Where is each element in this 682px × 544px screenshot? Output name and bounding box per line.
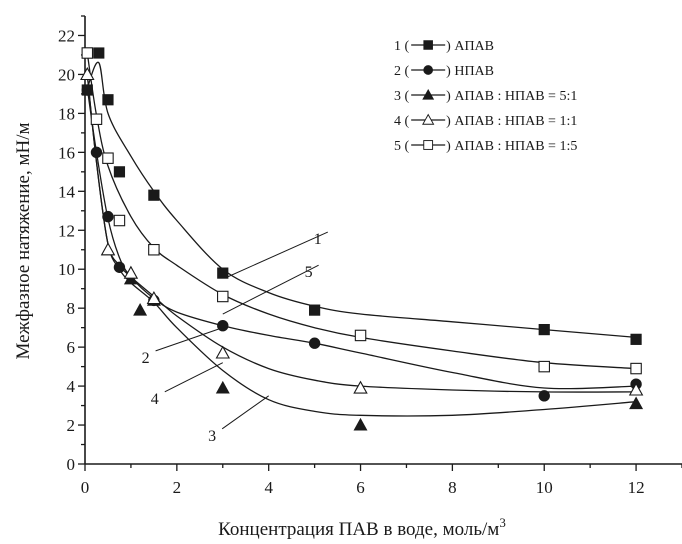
series-5-point bbox=[630, 362, 642, 375]
series-2-curve bbox=[86, 88, 637, 390]
series-1-point bbox=[538, 323, 550, 336]
curve-label-leader bbox=[221, 395, 269, 430]
y-tick-label: 12 bbox=[58, 221, 75, 240]
annotations: 15 2 4 3 bbox=[142, 231, 329, 445]
legend-series-5-label: ) АПАВ : НПАВ = 1:5 bbox=[446, 139, 577, 154]
series-2-point bbox=[90, 146, 103, 159]
series-1-point bbox=[630, 333, 642, 345]
x-axis-title-superscript: 3 bbox=[499, 515, 506, 530]
y-tick-label: 14 bbox=[58, 182, 76, 201]
series-5-point bbox=[113, 214, 126, 227]
legend-series-4-prefix: 4 ( bbox=[394, 114, 410, 129]
legend: 1 ( ) АПАВ 2 ( ) НПАВ 3 ( ) АПАВ : НПАВ = 5:1… bbox=[394, 39, 577, 154]
curve-label: 1 bbox=[314, 231, 322, 248]
y-axis-title: Межфазное натяжение, мН/м bbox=[13, 122, 34, 359]
series-3-point bbox=[629, 396, 644, 410]
series-4-point bbox=[100, 242, 116, 256]
markers bbox=[80, 47, 644, 431]
curve-label-leader bbox=[227, 231, 329, 278]
series-3-point bbox=[215, 380, 230, 394]
series-5-point bbox=[102, 152, 114, 164]
series-5-point bbox=[148, 243, 160, 256]
legend-series-3-marker bbox=[422, 88, 435, 100]
curves bbox=[86, 52, 637, 417]
x-tick-label: 0 bbox=[81, 478, 90, 497]
x-tick-label: 8 bbox=[448, 478, 457, 497]
curve-label-leader bbox=[155, 327, 223, 352]
y-tick-label: 6 bbox=[67, 338, 76, 357]
legend-series-1-label: ) АПАВ bbox=[446, 39, 494, 54]
legend-series-1-marker bbox=[423, 40, 433, 50]
series-1-point bbox=[93, 47, 105, 59]
series-2-point bbox=[538, 390, 550, 402]
x-tick-label: 2 bbox=[173, 478, 182, 497]
series-1-point bbox=[113, 166, 126, 178]
series-4-point bbox=[80, 66, 95, 81]
y-tick-label: 22 bbox=[58, 26, 75, 45]
curve-label: 2 bbox=[142, 350, 150, 367]
legend-series-1-prefix: 1 ( bbox=[394, 39, 410, 54]
series-5-curve bbox=[86, 52, 637, 370]
x-tick-label: 10 bbox=[536, 478, 553, 497]
series-4-point bbox=[353, 380, 368, 394]
y-tick-label: 0 bbox=[67, 455, 76, 474]
y-tick-label: 10 bbox=[58, 260, 75, 279]
y-tick-label: 4 bbox=[67, 377, 76, 396]
legend-series-5-prefix: 5 ( bbox=[394, 139, 410, 154]
series-4-point bbox=[123, 265, 139, 279]
legend-series-2-label: ) НПАВ bbox=[446, 64, 494, 79]
series-3-point bbox=[133, 302, 148, 316]
series-5-point bbox=[217, 290, 229, 303]
series-3-point bbox=[353, 417, 368, 431]
legend-series-2-marker bbox=[423, 65, 434, 75]
series-5-point bbox=[81, 47, 94, 59]
y-tick-label: 8 bbox=[67, 299, 76, 318]
legend-series-4-label: ) АПАВ : НПАВ = 1:1 bbox=[446, 114, 577, 129]
series-2-point bbox=[308, 337, 321, 349]
series-4-point bbox=[215, 345, 231, 359]
legend-series-2-prefix: 2 ( bbox=[394, 64, 410, 79]
series-5-point bbox=[538, 360, 550, 373]
curve-label: 4 bbox=[151, 391, 159, 408]
series-1-point bbox=[148, 189, 160, 201]
series-1-point bbox=[102, 94, 114, 106]
x-tick-label: 6 bbox=[356, 478, 365, 497]
y-tick-label: 20 bbox=[58, 65, 75, 84]
curve-label: 3 bbox=[208, 428, 216, 445]
legend-series-4-marker bbox=[422, 113, 435, 125]
series-4-point bbox=[146, 290, 162, 305]
series-1-point bbox=[309, 304, 321, 316]
legend-series-3-label: ) АПАВ : НПАВ = 5:1 bbox=[446, 89, 577, 104]
series-2-point bbox=[81, 84, 93, 96]
series-4-point bbox=[628, 382, 644, 396]
series-5-point bbox=[354, 329, 367, 342]
series-2-point bbox=[113, 261, 126, 273]
y-tick-label: 2 bbox=[67, 416, 76, 435]
curve-label: 5 bbox=[305, 264, 313, 281]
series-1-point bbox=[217, 267, 229, 279]
curve-label-leader bbox=[222, 264, 319, 315]
x-axis-title-text: Концентрация ПАВ в воде, моль/м bbox=[218, 519, 499, 540]
legend-series-5-marker bbox=[423, 140, 434, 150]
y-tick-label: 16 bbox=[58, 143, 75, 162]
legend-series-3-prefix: 3 ( bbox=[394, 89, 410, 104]
y-tick-label: 18 bbox=[58, 104, 75, 123]
series-5-point bbox=[90, 113, 103, 125]
x-tick-label: 4 bbox=[264, 478, 273, 497]
series-2-point bbox=[102, 210, 114, 223]
x-tick-label: 12 bbox=[628, 478, 645, 497]
x-axis-title: Концентрация ПАВ в воде, моль/м3 bbox=[218, 515, 506, 540]
curve-label-leader bbox=[164, 362, 223, 393]
